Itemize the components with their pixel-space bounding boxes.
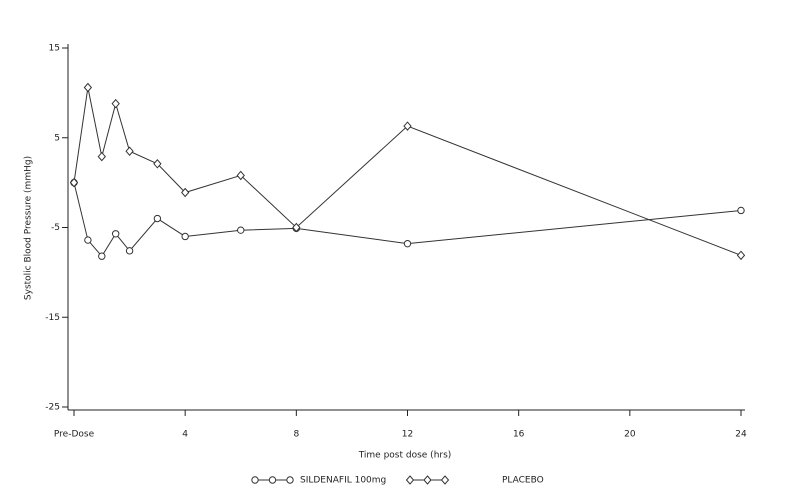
marker xyxy=(111,230,120,238)
legend-marker xyxy=(251,476,259,484)
marker xyxy=(97,151,106,162)
marker xyxy=(153,159,162,169)
marker xyxy=(125,247,134,255)
x-tick-label: 20 xyxy=(624,430,636,440)
series-line xyxy=(73,87,742,256)
marker xyxy=(69,177,79,188)
marker xyxy=(292,222,301,233)
x-tick-label: 16 xyxy=(513,430,525,440)
legend-marker xyxy=(440,475,450,485)
x-tick-label: 24 xyxy=(735,430,747,440)
x-tick-label: 4 xyxy=(182,430,188,440)
marker xyxy=(736,250,746,261)
marker xyxy=(403,121,412,131)
legend-marker xyxy=(405,475,415,485)
y-tick-label: -15 xyxy=(45,313,60,323)
legend-label: PLACEBO xyxy=(502,476,544,486)
y-tick-label: -5 xyxy=(51,223,60,233)
marker xyxy=(237,226,245,234)
x-tick-label: 12 xyxy=(402,430,413,440)
marker xyxy=(181,232,189,241)
marker xyxy=(125,146,134,156)
marker xyxy=(403,239,412,248)
marker xyxy=(83,82,93,93)
marker xyxy=(153,214,162,223)
x-tick-label: 8 xyxy=(293,430,299,440)
x-axis-label: Time post dose (hrs) xyxy=(358,451,452,461)
x-tick-label: Pre-Dose xyxy=(54,430,95,440)
marker xyxy=(98,252,106,260)
legend-marker xyxy=(286,476,294,484)
legend-marker xyxy=(268,476,277,484)
legend-marker xyxy=(423,475,432,485)
marker xyxy=(236,170,245,181)
marker xyxy=(84,236,92,244)
marker xyxy=(111,98,120,109)
marker xyxy=(737,206,745,215)
y-tick-label: -25 xyxy=(45,403,60,413)
y-tick-label: 15 xyxy=(49,44,60,54)
y-axis-label: Systolic Blood Pressure (mmHg) xyxy=(24,156,34,300)
marker xyxy=(181,187,190,198)
y-tick-label: 5 xyxy=(54,133,60,143)
legend-label: SILDENAFIL 100mg xyxy=(300,476,386,486)
